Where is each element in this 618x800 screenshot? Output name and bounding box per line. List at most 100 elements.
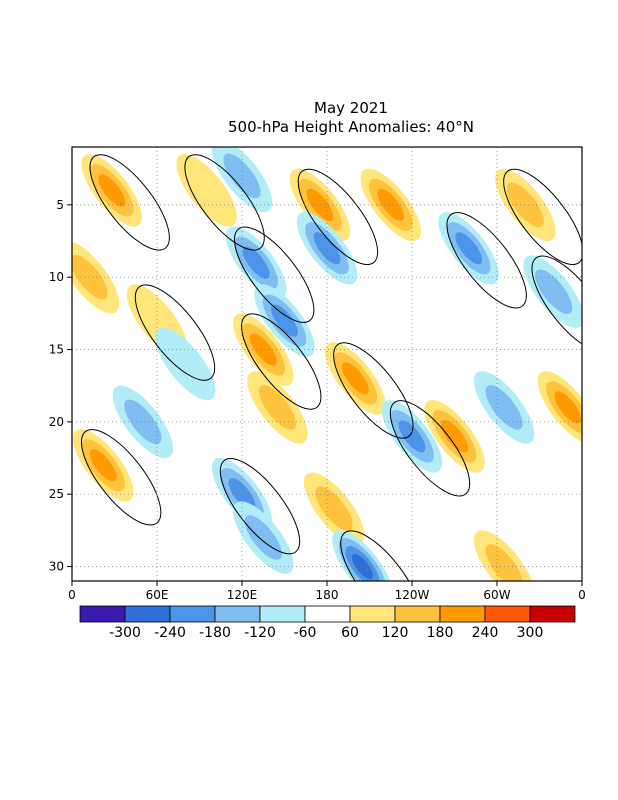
- colorbar-swatch: [484, 605, 531, 623]
- anomaly-cell-10: [233, 313, 294, 386]
- anomaly-level: [313, 232, 341, 265]
- anomaly-level: [124, 399, 162, 445]
- anomaly-cell-20: [381, 400, 443, 473]
- y-tick-label: 15: [49, 343, 64, 357]
- anomaly-level: [441, 420, 468, 453]
- colorbar-swatch: [214, 605, 261, 623]
- colorbar-swatch: [394, 605, 441, 623]
- anomaly-cell-16: [325, 342, 386, 415]
- zero-contour: [297, 168, 379, 266]
- anomaly-cell-22: [438, 212, 499, 285]
- y-tick-label: 20: [49, 415, 64, 429]
- zero-contour: [80, 429, 162, 526]
- zero-contour: [233, 226, 315, 323]
- colorbar-label: 300: [517, 625, 544, 641]
- y-tick-label: 10: [49, 270, 64, 284]
- anomaly-cell-23: [473, 371, 535, 444]
- gridlines: [72, 147, 582, 581]
- anomaly-cell-13: [233, 501, 294, 574]
- anomaly-cell-19: [360, 168, 421, 242]
- anomaly-level: [377, 188, 405, 221]
- x-tick-label: 60W: [483, 588, 510, 602]
- y-axis: 5 10 15 20 25 30: [49, 198, 72, 574]
- anomaly-shading: [72, 147, 582, 581]
- chart-subtitle: 500-hPa Height Anomalies: 40°N: [228, 118, 474, 136]
- y-tick-label: 30: [49, 560, 64, 574]
- anomaly-level: [485, 385, 523, 430]
- colorbar-swatch: [439, 605, 486, 623]
- anomaly-cell-24: [495, 168, 556, 242]
- anomaly-cell-5: [155, 327, 216, 401]
- anomaly-cell-17: [303, 472, 365, 545]
- zero-contour: [184, 154, 265, 251]
- x-tick-label: 120W: [395, 588, 430, 602]
- colorbar-swatch: [124, 605, 171, 623]
- anomaly-level: [242, 246, 270, 279]
- x-tick-label: 180: [316, 588, 339, 602]
- zero-contour: [531, 255, 582, 352]
- colorbar-swatch: [259, 605, 306, 623]
- anomaly-level: [455, 232, 483, 265]
- anomaly-cell-15: [296, 212, 358, 285]
- anomaly-cell-25: [537, 371, 582, 444]
- x-tick-label: 0: [578, 588, 586, 602]
- zero-contour: [503, 168, 582, 266]
- zero-contour: [219, 458, 301, 555]
- colorbar-swatch: [529, 605, 576, 623]
- anomaly-level: [506, 182, 544, 228]
- zero-contour: [134, 284, 216, 381]
- anomaly-level: [306, 188, 334, 221]
- y-tick-label: 25: [49, 487, 64, 501]
- colorbar-label: -120: [244, 625, 276, 641]
- anomaly-level: [98, 174, 126, 207]
- anomaly-level: [228, 478, 256, 511]
- zero-contour: [89, 154, 170, 251]
- colorbar: -300 -240 -180 -120 -60 60 120 180 240 300: [79, 605, 576, 641]
- anomaly-level: [89, 449, 117, 482]
- colorbar-label: 60: [341, 625, 359, 641]
- x-tick-label: 120E: [227, 588, 258, 602]
- zero-contours: [80, 154, 582, 581]
- anomaly-level: [535, 269, 573, 314]
- colorbar-swatch: [79, 605, 126, 623]
- colorbar-label: -240: [154, 625, 186, 641]
- anomaly-level: [398, 420, 426, 453]
- zero-contour: [446, 212, 527, 309]
- x-tick-label: 0: [68, 588, 76, 602]
- zero-contour: [340, 530, 421, 581]
- anomaly-level: [271, 304, 298, 337]
- anomaly-cell-1: [112, 385, 174, 459]
- anomaly-cell-0: [81, 154, 142, 227]
- anomaly-level: [554, 391, 582, 424]
- anomaly-level: [155, 327, 216, 401]
- colorbar-label: -300: [109, 625, 141, 641]
- anomaly-cell-21: [424, 400, 485, 473]
- anomaly-cell-2: [72, 429, 134, 502]
- x-tick-label: 60E: [146, 588, 169, 602]
- zero-contour: [241, 313, 322, 410]
- colorbar-label: 120: [382, 625, 409, 641]
- x-axis: 0 60E 120E 180 120W 60W 0: [68, 581, 586, 602]
- anomaly-level: [244, 515, 282, 560]
- colorbar-swatch: [304, 605, 351, 623]
- colorbar-label: -180: [199, 625, 231, 641]
- anomaly-level: [315, 486, 353, 531]
- anomaly-cell-6: [176, 154, 237, 227]
- colorbar-label: -60: [294, 625, 317, 641]
- anomaly-level: [176, 154, 237, 227]
- anomaly-cell-26: [523, 255, 582, 328]
- anomaly-level: [258, 385, 297, 430]
- anomaly-cell-11: [247, 371, 308, 444]
- chart-title: May 2021: [314, 99, 388, 117]
- zero-contour: [389, 400, 471, 497]
- anomaly-level: [249, 333, 277, 366]
- anomaly-level: [341, 362, 369, 395]
- y-tick-label: 5: [56, 198, 64, 212]
- colorbar-swatch: [169, 605, 216, 623]
- anomaly-cell-8: [225, 226, 287, 299]
- anomaly-cell-14: [289, 168, 351, 242]
- colorbar-label: 240: [472, 625, 499, 641]
- colorbar-label: 180: [427, 625, 454, 641]
- anomaly-level: [351, 553, 373, 580]
